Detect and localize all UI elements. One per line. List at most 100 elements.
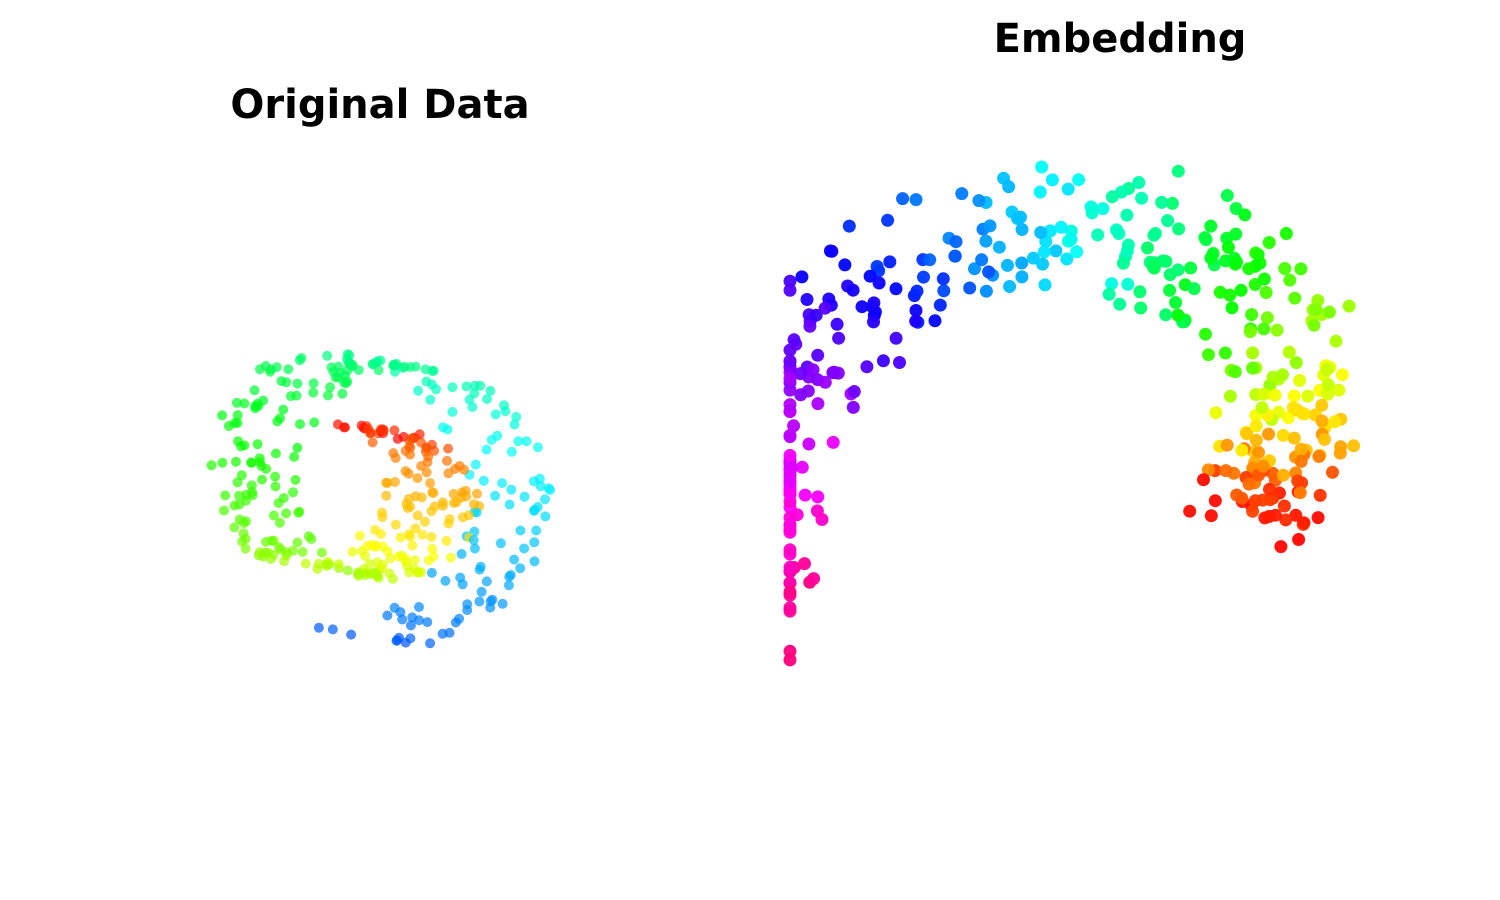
data-point	[472, 488, 482, 499]
embedding-point	[1072, 173, 1086, 187]
data-point	[425, 638, 436, 649]
embedding-point	[1223, 288, 1237, 302]
data-point	[519, 543, 530, 554]
embedding-point	[1134, 301, 1148, 315]
embedding-point	[881, 213, 895, 227]
data-point	[239, 398, 250, 409]
embedding-point	[923, 253, 937, 267]
data-point	[270, 448, 281, 459]
data-point	[425, 478, 436, 489]
embedding-point	[783, 383, 797, 397]
embedding-point	[1249, 433, 1263, 447]
embedding-point	[1096, 202, 1110, 216]
data-point	[360, 570, 370, 581]
data-point	[405, 531, 416, 542]
embedding-point	[1262, 427, 1275, 441]
embedding-point	[783, 585, 797, 599]
data-point	[382, 610, 393, 621]
embedding-point	[1121, 238, 1135, 252]
data-point	[456, 549, 467, 559]
embedding-point	[937, 284, 951, 298]
embedding-point	[1163, 283, 1177, 297]
data-point	[414, 602, 424, 612]
data-point	[421, 442, 432, 453]
embedding-point	[1326, 465, 1339, 479]
data-point	[303, 531, 314, 542]
data-point	[412, 473, 423, 484]
data-point	[270, 471, 281, 482]
embedding-point	[1289, 356, 1303, 370]
embedding-point	[928, 314, 942, 328]
data-point	[278, 404, 289, 415]
data-point	[239, 518, 249, 528]
embedding-point	[1257, 272, 1271, 286]
data-point	[532, 502, 543, 512]
embedding-point	[1260, 311, 1274, 325]
embedding-point	[1342, 299, 1356, 313]
data-point	[333, 361, 344, 372]
embedding-point	[1202, 348, 1215, 362]
data-point	[497, 598, 508, 609]
data-point	[405, 633, 416, 644]
embedding-point	[1015, 256, 1029, 270]
embedding-point	[968, 262, 981, 276]
data-point	[333, 559, 344, 570]
data-point	[478, 475, 489, 486]
data-point	[490, 409, 501, 420]
data-point	[289, 451, 300, 462]
embedding-point	[979, 234, 993, 248]
data-point	[468, 535, 479, 546]
embedding-point	[1229, 227, 1243, 241]
data-point	[400, 553, 411, 564]
data-point	[234, 490, 245, 501]
embedding-point	[1171, 164, 1185, 178]
data-point	[468, 499, 479, 510]
data-point	[300, 558, 311, 569]
data-point	[469, 388, 480, 399]
embedding-point	[1238, 208, 1252, 222]
embedding-point	[1249, 419, 1263, 433]
embedding-point	[1270, 323, 1284, 337]
embedding-point	[811, 490, 825, 504]
data-point	[342, 565, 353, 576]
data-point	[515, 563, 526, 574]
embedding-point	[949, 235, 963, 249]
embedding-point	[863, 269, 877, 283]
embedding-point	[1187, 282, 1201, 296]
embedding-point	[1043, 224, 1057, 238]
embedding-point	[910, 284, 924, 298]
embedding-point	[870, 260, 884, 273]
data-point	[461, 381, 472, 392]
embedding-point	[992, 240, 1006, 254]
embedding-point	[1060, 252, 1074, 266]
data-point	[425, 394, 436, 405]
data-point	[367, 359, 378, 370]
embedding-point	[982, 265, 996, 279]
embedding-point	[815, 513, 829, 526]
embedding-point	[1011, 212, 1025, 226]
embedding-point	[1002, 180, 1016, 194]
data-point	[238, 528, 249, 539]
embedding-point	[1321, 378, 1335, 392]
embedding-point	[1246, 504, 1260, 518]
embedding-point	[1132, 176, 1146, 189]
data-point	[412, 510, 423, 521]
data-point	[371, 570, 382, 581]
data-point	[354, 530, 365, 541]
data-point	[392, 635, 403, 646]
embedding-point	[818, 301, 832, 315]
embedding-point	[1220, 189, 1234, 202]
embedding-point	[1230, 255, 1243, 269]
data-point	[294, 506, 305, 517]
data-point	[272, 416, 283, 427]
embedding-point	[1259, 286, 1273, 299]
embedding-point	[1279, 227, 1293, 240]
embedding-point	[1301, 389, 1315, 403]
embedding-point	[1037, 245, 1051, 259]
data-point	[462, 599, 473, 610]
embedding-point	[1172, 222, 1186, 236]
embedding-point	[1120, 208, 1134, 222]
data-point	[443, 468, 454, 479]
embedding-point	[1315, 414, 1329, 428]
